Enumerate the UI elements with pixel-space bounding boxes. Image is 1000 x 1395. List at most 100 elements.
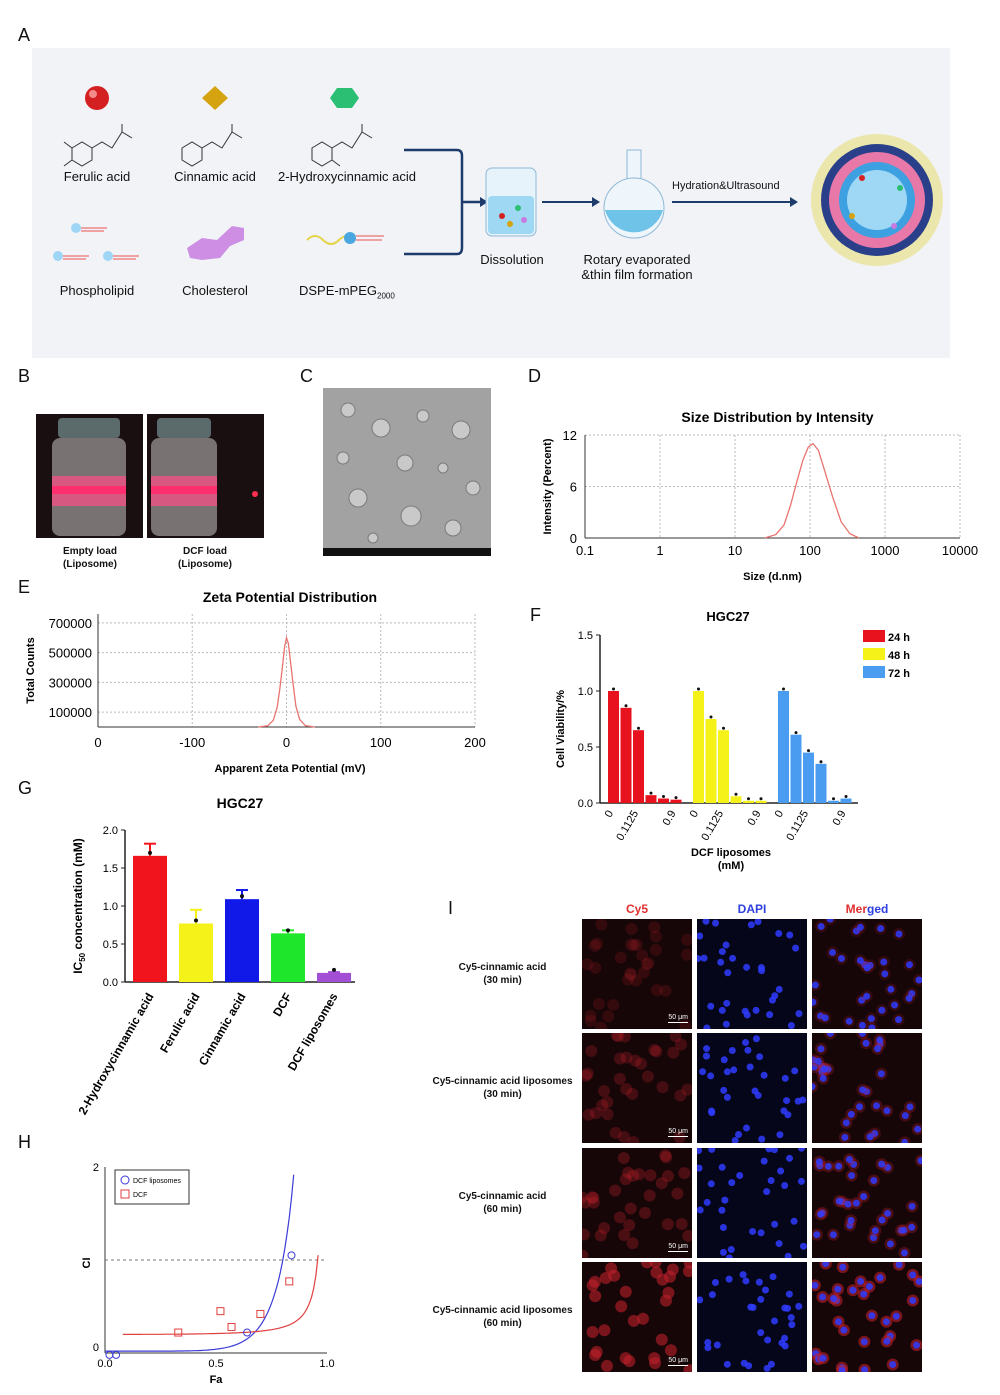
nucleus <box>799 1096 807 1104</box>
scale-bar: 50 μm <box>668 1243 688 1252</box>
nucleus <box>725 1254 733 1258</box>
cy5-cell <box>596 1099 609 1112</box>
cy5-cell <box>624 1202 637 1215</box>
x-axis-label-unit: (mM) <box>718 860 745 872</box>
nucleus <box>764 1336 772 1344</box>
nucleus <box>775 1240 783 1248</box>
x-tick-label: 1 <box>656 543 663 558</box>
y-tick-label: 2.0 <box>103 825 118 837</box>
nucleus <box>760 1071 768 1079</box>
nucleus <box>850 1160 858 1168</box>
vial-dcf-drawing <box>151 418 258 536</box>
nucleus <box>771 992 779 1000</box>
vial-dcf-caption: DCF load (Liposome) <box>155 545 255 571</box>
cy5-cell <box>625 938 638 951</box>
cy5-cell <box>636 1312 649 1325</box>
x-tick-label: 0 <box>773 809 786 820</box>
nucleus <box>859 1086 867 1094</box>
ferulic-sphere-highlight <box>89 90 97 98</box>
data-point <box>286 928 290 933</box>
nucleus <box>880 958 888 966</box>
nucleus <box>704 1338 712 1346</box>
nucleus <box>784 1111 792 1119</box>
legend-label: 24 h <box>888 632 910 644</box>
nucleus <box>824 1162 832 1170</box>
nucleus <box>839 1263 847 1271</box>
cy5-cell <box>618 1228 631 1241</box>
cy5-cell <box>659 984 672 997</box>
y-tick-label: 0.0 <box>103 977 118 989</box>
nucleus <box>707 1072 715 1080</box>
cy5-cell <box>589 961 602 974</box>
panel-a-drawing <box>53 86 943 266</box>
data-point-circle <box>112 1350 121 1359</box>
hydroxy-structure-icon <box>311 124 373 167</box>
nucleus <box>847 1216 855 1224</box>
dapi-image <box>697 1262 807 1372</box>
bar <box>693 691 704 803</box>
y-tick-label: 100000 <box>49 705 92 720</box>
scale-bar-line <box>668 1136 688 1137</box>
y-axis-label: Cell Viability/% <box>555 690 567 768</box>
legend-label: DCF <box>133 1192 147 1199</box>
cy5-cell <box>681 933 692 946</box>
cy5-cell <box>601 1108 614 1121</box>
chart-title: Zeta Potential Distribution <box>203 589 377 605</box>
cy5-cell <box>624 967 637 980</box>
cy5-cell <box>626 1237 639 1250</box>
data-point <box>722 726 725 730</box>
bar <box>828 800 839 803</box>
panel-label-h: H <box>18 1132 31 1152</box>
x-tick-label: 1000 <box>871 543 900 558</box>
bar <box>317 972 351 982</box>
nucleus <box>797 1148 805 1152</box>
x-tick-label: 200 <box>464 735 486 750</box>
cy5-cell <box>678 1167 691 1180</box>
cy5-cell <box>681 948 692 961</box>
row-label: Cy5-cinnamic acid (30 min) <box>420 961 585 987</box>
nucleus <box>905 961 913 969</box>
nucleus <box>812 981 819 989</box>
cy5-cell <box>586 1191 599 1204</box>
cy5-cell <box>602 1010 615 1023</box>
cy5-cell <box>644 1169 657 1182</box>
dapi-image <box>697 1033 807 1143</box>
cy5-cell <box>609 1184 622 1197</box>
x-tick-label: 0.9 <box>746 809 764 828</box>
nucleus <box>697 1296 704 1304</box>
cy5-cell <box>627 1169 640 1182</box>
cy5-cell <box>598 1085 611 1098</box>
cy5-cell <box>682 1265 692 1278</box>
nucleus <box>708 1148 716 1153</box>
cy5-cell <box>675 1038 688 1051</box>
nucleus <box>799 1242 807 1250</box>
nucleus <box>867 1015 875 1023</box>
cy5-cell <box>588 1275 601 1288</box>
nucleus <box>767 1360 775 1368</box>
cy5-cell <box>589 1290 602 1303</box>
nucleus <box>876 1036 884 1044</box>
nucleus <box>742 1124 750 1132</box>
cy5-cell <box>669 1033 682 1043</box>
nucleus <box>845 1017 853 1025</box>
row-label-line2: (60 min) <box>483 1204 522 1215</box>
nucleus <box>719 1223 727 1231</box>
viability-chart: HGC27 0.0 0.5 1.0 1.5 Cell Viability/% 0 0.1125… <box>548 605 928 880</box>
x-tick-label: 10 <box>728 543 742 558</box>
x-tick-label: 0.1 <box>576 543 594 558</box>
bar <box>633 730 644 803</box>
flow-bracket <box>404 148 464 256</box>
nucleus <box>792 944 800 952</box>
chart-title: HGC27 <box>217 795 264 811</box>
nucleus <box>760 1157 768 1165</box>
cy5-cell <box>582 958 594 971</box>
nucleus <box>784 1252 792 1258</box>
nucleus <box>713 1341 721 1349</box>
nucleus <box>703 1045 711 1053</box>
size-distribution-chart: Size Distribution by Intensity 0 6 12 0.1 1 10… <box>525 400 985 590</box>
cy5-cell <box>620 1083 633 1096</box>
zeta-potential-chart: Zeta Potential Distribution 700000 500000 3… <box>20 584 500 779</box>
nucleus <box>721 1196 729 1204</box>
nucleus <box>749 1227 757 1235</box>
cy5-cell <box>612 1033 625 1043</box>
